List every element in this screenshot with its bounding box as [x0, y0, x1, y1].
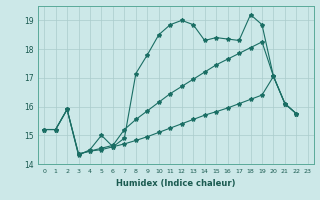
X-axis label: Humidex (Indice chaleur): Humidex (Indice chaleur) [116, 179, 236, 188]
